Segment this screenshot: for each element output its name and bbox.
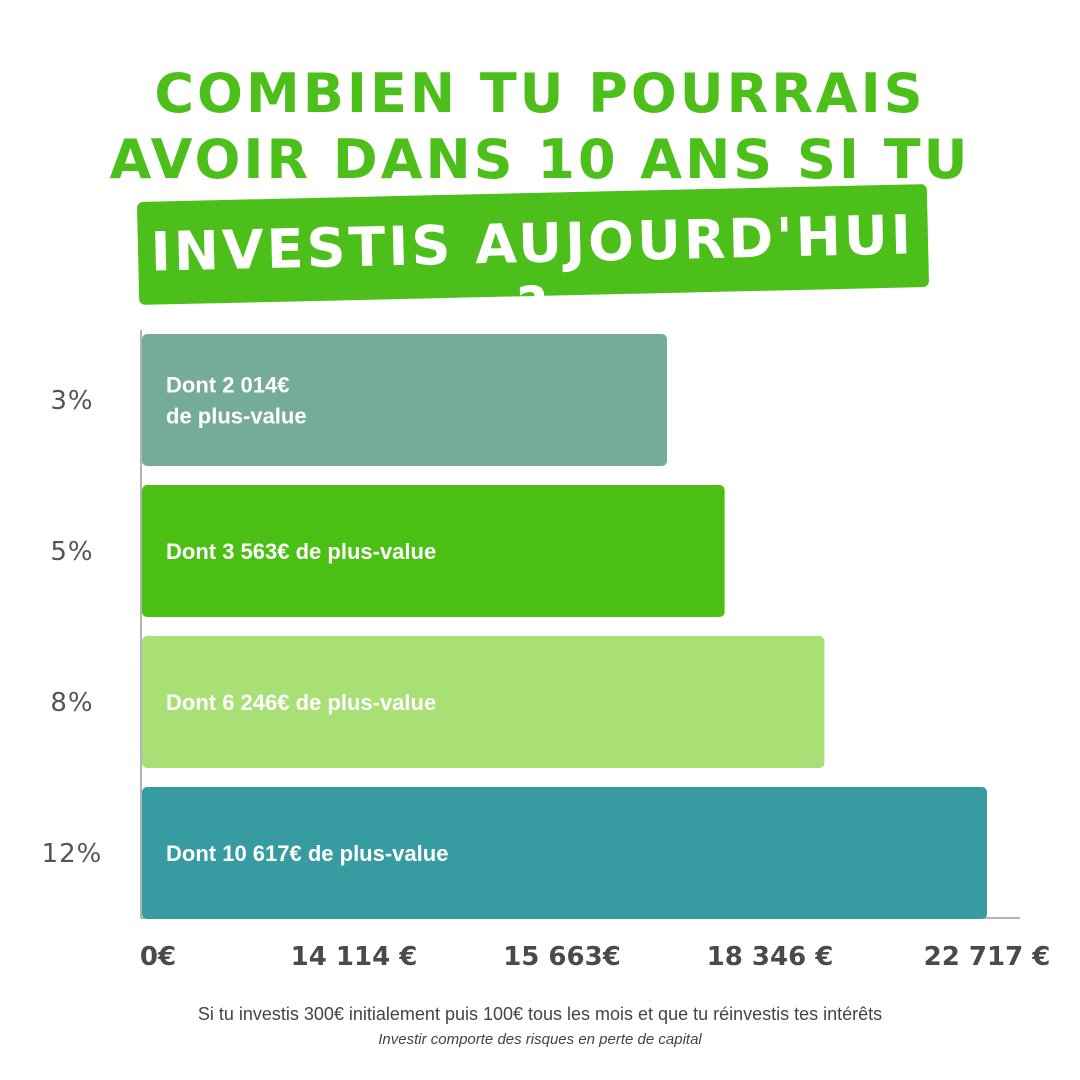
bar-3pct [142,334,667,466]
x-tick-label: 0€ [140,942,176,972]
bar-12pct [142,787,987,919]
x-tick-label: 22 717 € [924,942,1051,972]
footnote: Si tu investis 300€ initialement puis 10… [197,1004,883,1024]
category-label: 8% [50,688,93,718]
bar-value-label: Dont 10 617€ de plus-value [166,841,448,866]
category-label: 5% [50,537,93,567]
bar-value-label: de plus-value [166,404,307,429]
x-tick-label: 15 663€ [503,942,621,972]
x-tick-label: 14 114 € [291,942,418,972]
category-label: 12% [42,839,103,869]
bar-value-label: Dont 6 246€ de plus-value [166,690,436,715]
bar-5pct [142,485,725,617]
x-tick-label: 18 346 € [707,942,834,972]
category-label: 3% [50,386,93,416]
bar-value-label: Dont 2 014€ [166,373,290,398]
bar-8pct [142,636,825,768]
bar-chart: 3% Dont 2 014€ de plus-value 5% Dont 3 563€ … [42,330,1051,972]
title-line-1: COMBIEN TU POURRAIS [154,62,926,125]
bar-value-label: Dont 3 563€ de plus-value [166,539,436,564]
title-line-2: AVOIR DANS 10 ANS SI TU [109,128,971,191]
disclaimer: Investir comporte des risques en perte d… [378,1031,702,1048]
